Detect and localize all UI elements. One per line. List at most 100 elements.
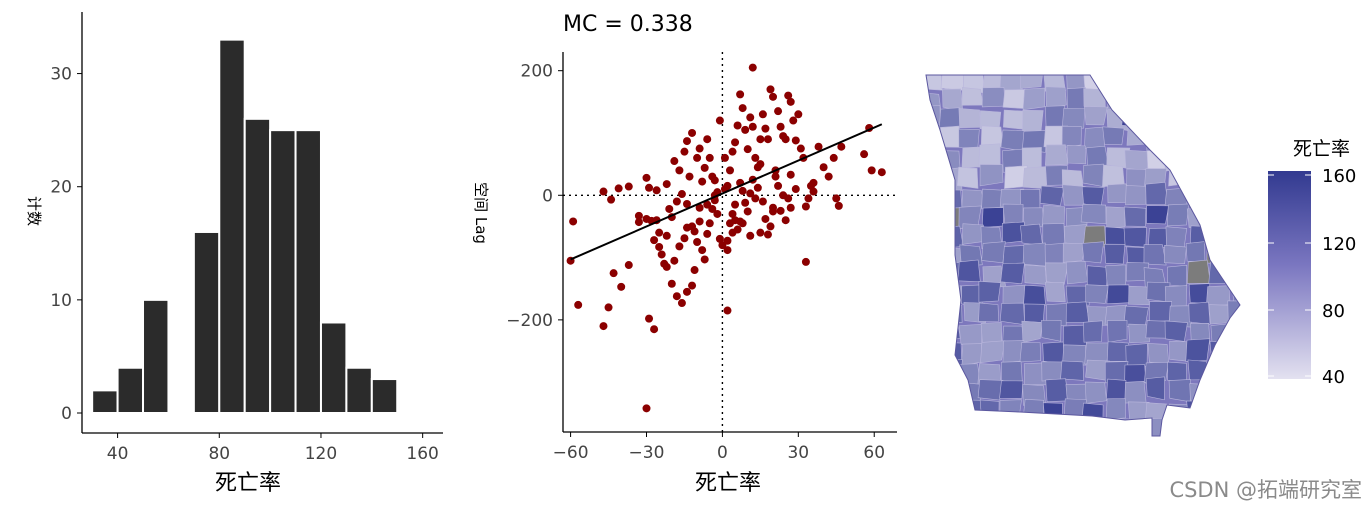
county-region — [1022, 284, 1046, 308]
scatter-point — [624, 182, 633, 191]
county-region — [958, 419, 983, 436]
histogram-y-axis-label: 计数 — [25, 196, 43, 226]
county-region — [1045, 378, 1069, 403]
county-region — [926, 205, 942, 228]
county-region — [1123, 206, 1147, 227]
county-region — [1190, 166, 1213, 190]
county-region — [1208, 304, 1231, 325]
county-region — [1107, 320, 1128, 343]
scatter-point — [703, 229, 712, 238]
scatter-point — [789, 116, 798, 125]
scatter-panel: MC = 0.338 −60 −30 0 30 60 −200 0 200 死亡率 空间 La… — [472, 12, 897, 496]
scatter-point — [670, 256, 679, 265]
county-region — [926, 339, 945, 362]
scatter-x-tick-label: 0 — [717, 443, 728, 463]
county-region — [1207, 168, 1231, 191]
county-region — [1083, 320, 1103, 343]
scatter-point — [680, 147, 689, 156]
county-region — [1105, 398, 1126, 420]
scatter-point — [662, 262, 671, 271]
county-region — [939, 125, 960, 148]
county-region — [1082, 163, 1105, 188]
county-region — [1164, 420, 1188, 436]
scatter-point — [599, 187, 608, 196]
legend-tick-label: 80 — [1322, 301, 1345, 322]
county-region — [958, 108, 981, 129]
county-region — [1227, 206, 1240, 231]
scatter-point — [617, 282, 626, 291]
scatter-point — [741, 198, 750, 207]
scatter-point — [614, 184, 623, 193]
scatter-point — [743, 207, 752, 216]
scatter-point — [662, 231, 671, 240]
county-region — [1123, 305, 1149, 327]
county-region — [1042, 223, 1066, 246]
county-region — [1165, 226, 1188, 249]
county-region — [1206, 148, 1229, 167]
county-region — [1022, 130, 1047, 153]
county-region — [1185, 108, 1207, 132]
county-region — [940, 75, 965, 91]
scatter-point — [771, 172, 780, 181]
scatter-point — [781, 216, 790, 225]
county-region — [1062, 242, 1087, 263]
county-region — [1105, 264, 1127, 288]
scatter-point — [690, 266, 699, 275]
scatter-point — [698, 177, 707, 186]
scatter-point — [655, 228, 664, 237]
legend-title: 死亡率 — [1293, 138, 1350, 160]
county-region — [942, 422, 966, 436]
county-region — [1083, 88, 1106, 108]
scatter-point — [695, 217, 704, 226]
scatter-point — [769, 207, 778, 216]
county-region — [926, 380, 941, 403]
county-region — [1205, 86, 1230, 110]
histogram-x-tick-label: 160 — [406, 444, 438, 464]
county-region — [1045, 86, 1067, 109]
county-region — [999, 302, 1026, 326]
county-region — [1208, 363, 1231, 383]
scatter-point — [723, 236, 732, 245]
county-region — [981, 207, 1004, 228]
county-region — [1083, 106, 1108, 126]
legend-colorbar — [1268, 171, 1311, 379]
scatter-point — [801, 202, 810, 211]
county-region — [1000, 262, 1025, 285]
scatter-x-tick-label: −30 — [629, 443, 665, 463]
county-region — [938, 107, 960, 129]
county-region — [1020, 75, 1044, 89]
scatter-point — [688, 128, 697, 137]
scatter-point — [700, 255, 709, 264]
scatter-title: MC = 0.338 — [563, 12, 693, 37]
histogram-bar — [345, 366, 373, 414]
scatter-point — [837, 142, 846, 151]
scatter-point — [642, 404, 651, 413]
scatter-point — [763, 135, 772, 144]
scatter-point — [650, 236, 659, 245]
scatter-point — [723, 181, 732, 190]
histogram-panel: 40 80 120 160 0 10 20 30 死亡率 计数 — [25, 12, 443, 496]
scatter-point — [756, 135, 765, 144]
histogram-ticks: 40 80 120 160 0 10 20 30 — [50, 65, 439, 464]
county-region — [1164, 244, 1187, 265]
scatter-point — [758, 110, 767, 119]
county-region — [1022, 399, 1045, 420]
scatter-point — [814, 142, 823, 151]
scatter-point — [642, 173, 651, 182]
county-region — [1149, 301, 1173, 323]
scatter-point — [738, 104, 747, 113]
county-region — [1168, 379, 1191, 403]
county-region — [1166, 203, 1190, 227]
choropleth-map — [925, 74, 1241, 437]
county-region — [1061, 125, 1082, 149]
scatter-point — [645, 314, 654, 323]
scatter-point — [677, 299, 686, 308]
county-region — [956, 166, 979, 189]
county-region — [1205, 203, 1228, 226]
county-region — [1084, 417, 1108, 436]
county-region — [926, 363, 945, 385]
county-region — [1229, 324, 1240, 347]
county-region — [1040, 320, 1062, 342]
histogram-y-tick-label: 10 — [50, 291, 72, 311]
